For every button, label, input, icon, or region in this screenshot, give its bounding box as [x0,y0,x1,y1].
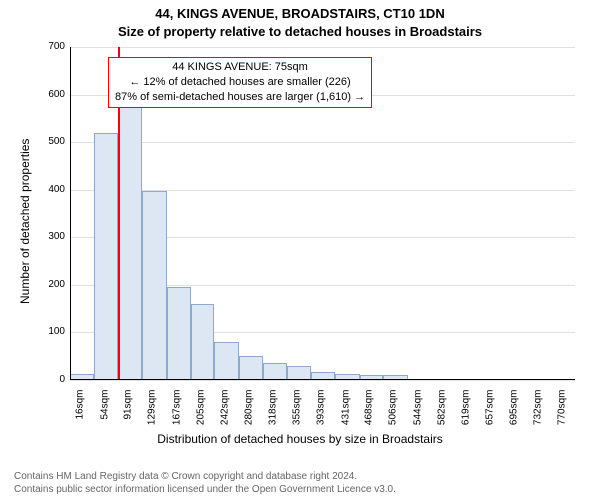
y-axis-label: Number of detached properties [18,138,32,303]
y-tick-label: 600 [35,89,65,100]
histogram-bar [263,363,287,380]
info-box-line2: ← 12% of detached houses are smaller (22… [115,75,365,90]
info-box-line3: 87% of semi-detached houses are larger (… [115,90,365,105]
histogram-bar [142,191,166,380]
y-axis-line [70,47,71,380]
histogram-bar [214,342,238,380]
y-tick-label: 400 [35,184,65,195]
x-axis-label: Distribution of detached houses by size … [0,432,600,446]
y-tick-label: 0 [35,374,65,385]
grid-line [70,142,575,143]
y-tick-label: 700 [35,41,65,52]
footer-line2: Contains public sector information licen… [14,484,600,497]
histogram-bar [191,304,215,380]
chart-title-main: 44, KINGS AVENUE, BROADSTAIRS, CT10 1DN [0,6,600,21]
y-tick-label: 100 [35,326,65,337]
info-box: 44 KINGS AVENUE: 75sqm ← 12% of detached… [108,57,372,108]
y-tick-label: 300 [35,231,65,242]
histogram-bar [94,133,118,380]
histogram-bar [287,366,311,380]
grid-line [70,47,575,48]
histogram-bar [167,287,191,380]
histogram-bar [239,356,263,380]
footer-line1: Contains HM Land Registry data © Crown c… [14,471,600,484]
grid-line [70,380,575,381]
histogram-bar [118,104,142,380]
chart-title-sub: Size of property relative to detached ho… [0,24,600,39]
footer-attribution: Contains HM Land Registry data © Crown c… [0,471,600,496]
x-axis-line [70,379,575,380]
y-tick-label: 200 [35,279,65,290]
y-tick-label: 500 [35,136,65,147]
info-box-line1: 44 KINGS AVENUE: 75sqm [115,60,365,75]
